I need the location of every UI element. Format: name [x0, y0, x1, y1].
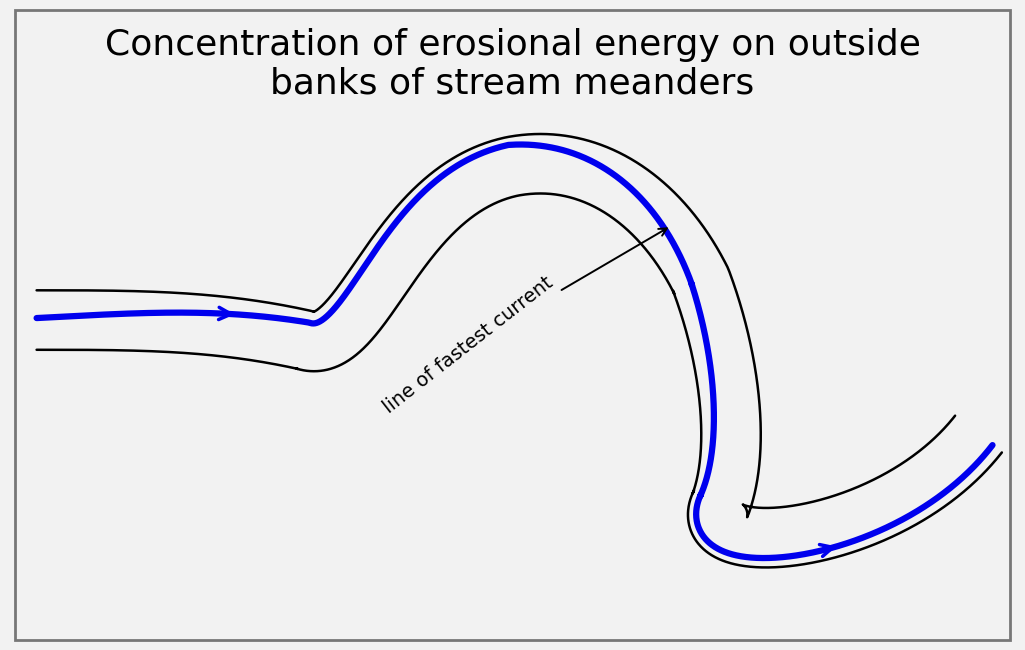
Text: line of fastest current: line of fastest current [379, 228, 667, 417]
Text: Concentration of erosional energy on outside
banks of stream meanders: Concentration of erosional energy on out… [105, 27, 920, 101]
